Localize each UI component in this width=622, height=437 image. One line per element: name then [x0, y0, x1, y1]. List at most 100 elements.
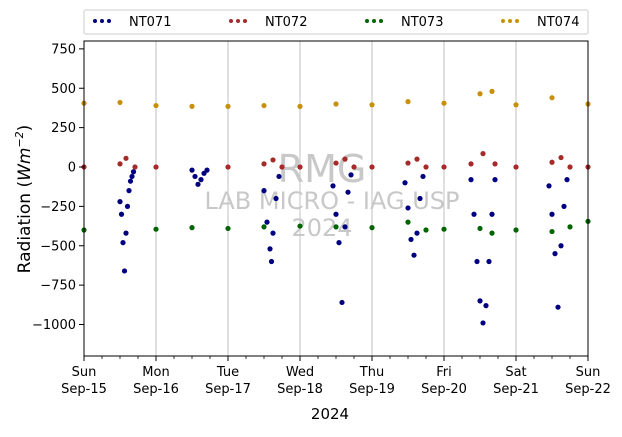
data-point-nt073 — [489, 230, 495, 236]
x-tick-label-date: Sep-17 — [205, 382, 251, 397]
data-point-nt072 — [153, 164, 159, 170]
data-point-nt073 — [189, 225, 195, 231]
data-point-nt071 — [120, 240, 126, 246]
data-point-nt073 — [513, 227, 519, 233]
y-tick-label: 750 — [51, 42, 76, 57]
data-point-nt074 — [549, 95, 555, 101]
data-point-nt072 — [123, 155, 129, 161]
data-point-nt071 — [127, 178, 134, 184]
data-point-nt071 — [552, 251, 558, 257]
y-tick-label: 250 — [51, 121, 76, 136]
data-point-nt071 — [417, 195, 423, 202]
data-point-nt072 — [279, 164, 285, 170]
legend-marker — [236, 19, 240, 23]
y-tick-label: 500 — [51, 82, 76, 97]
series-layer — [81, 88, 591, 326]
data-point-nt071 — [118, 211, 125, 217]
data-point-nt072 — [441, 164, 447, 170]
data-point-nt071 — [126, 188, 132, 194]
data-point-nt073 — [369, 225, 375, 231]
y-tick-label: −750 — [40, 279, 76, 294]
data-point-nt071 — [276, 173, 282, 180]
legend-box — [83, 9, 589, 35]
data-point-nt071 — [420, 173, 426, 180]
watermark-line-2: LAB MICRO - IAG USP — [204, 187, 459, 215]
y-tick-label: −1000 — [32, 318, 76, 333]
legend-marker — [93, 19, 97, 23]
data-point-nt071 — [339, 299, 345, 306]
data-point-nt072 — [414, 156, 420, 162]
legend-marker — [501, 19, 505, 23]
x-axis-label: 2024 — [311, 405, 349, 423]
y-tick-label: −250 — [40, 200, 76, 215]
data-point-nt071 — [489, 211, 495, 217]
data-point-nt071 — [411, 252, 417, 258]
data-point-nt073 — [225, 225, 231, 232]
data-point-nt071 — [123, 230, 129, 236]
data-point-nt072 — [261, 161, 267, 167]
legend-entry-nt073: NT073 — [365, 15, 443, 30]
x-tick-label-date: Sep-19 — [349, 382, 395, 397]
data-point-nt074 — [117, 99, 123, 106]
x-tick-label-date: Sep-20 — [421, 382, 467, 397]
data-point-nt071 — [546, 183, 552, 189]
y-tick-label: 0 — [68, 161, 76, 176]
data-point-nt072 — [558, 154, 564, 161]
y-axis-label-close: ) — [15, 125, 35, 132]
data-point-nt073 — [297, 223, 303, 229]
data-point-nt074 — [261, 102, 267, 109]
x-tick-label-day: Tue — [216, 365, 239, 380]
data-point-nt071 — [561, 203, 567, 209]
data-point-nt074 — [441, 100, 447, 106]
data-point-nt071 — [130, 169, 137, 175]
data-point-nt071 — [468, 177, 474, 183]
data-point-nt071 — [471, 211, 477, 217]
data-point-nt072 — [480, 151, 486, 157]
y-axis-label: Radiation (Wm−2) — [13, 125, 35, 274]
x-tick-label-day: Mon — [142, 365, 169, 380]
y-axis-label-main: Radiation ( — [15, 181, 35, 273]
data-point-nt071 — [414, 230, 420, 236]
x-axis: Sun Sep-15 Mon Sep-16 Tue Sep-17 Wed Sep-18 Thu S… — [61, 356, 611, 397]
data-point-nt072 — [513, 164, 519, 170]
x-tick-label-day: Wed — [286, 365, 314, 380]
data-point-nt074 — [369, 102, 375, 108]
data-point-nt073 — [441, 226, 447, 232]
data-point-nt071 — [204, 167, 210, 173]
data-point-nt073 — [477, 225, 483, 232]
plot-area: RMG LAB MICRO - IAG USP 2024 — [81, 40, 591, 357]
legend-marker — [372, 19, 376, 23]
legend-label: NT071 — [129, 15, 171, 30]
watermark-line-1: RMG — [278, 147, 367, 191]
data-point-nt071 — [474, 258, 480, 265]
legend-label: NT072 — [265, 15, 307, 30]
y-tick-label: −500 — [40, 239, 76, 254]
data-point-nt071 — [261, 188, 267, 194]
plot-background — [84, 41, 588, 356]
data-point-nt071 — [492, 177, 498, 183]
x-tick-label-day: Thu — [359, 365, 384, 380]
x-tick-label-day: Sun — [72, 365, 97, 380]
series-nt071 — [117, 167, 570, 326]
data-point-nt072 — [132, 164, 138, 170]
data-point-nt073 — [549, 228, 555, 235]
data-point-nt071 — [555, 304, 561, 310]
data-point-nt071 — [480, 320, 486, 326]
series-nt073 — [81, 218, 591, 236]
legend-marker — [365, 19, 369, 23]
data-point-nt071 — [198, 177, 204, 183]
data-point-nt072 — [468, 161, 474, 167]
series-nt074 — [81, 88, 591, 109]
data-point-nt073 — [423, 227, 429, 233]
data-point-nt071 — [195, 181, 201, 187]
legend-marker — [379, 19, 383, 23]
data-point-nt074 — [513, 102, 519, 108]
data-point-nt072 — [351, 164, 357, 170]
data-point-nt074 — [489, 88, 495, 94]
data-point-nt071 — [483, 303, 489, 309]
data-point-nt074 — [405, 99, 411, 105]
data-point-nt071 — [268, 258, 275, 265]
data-point-nt072 — [549, 159, 555, 165]
